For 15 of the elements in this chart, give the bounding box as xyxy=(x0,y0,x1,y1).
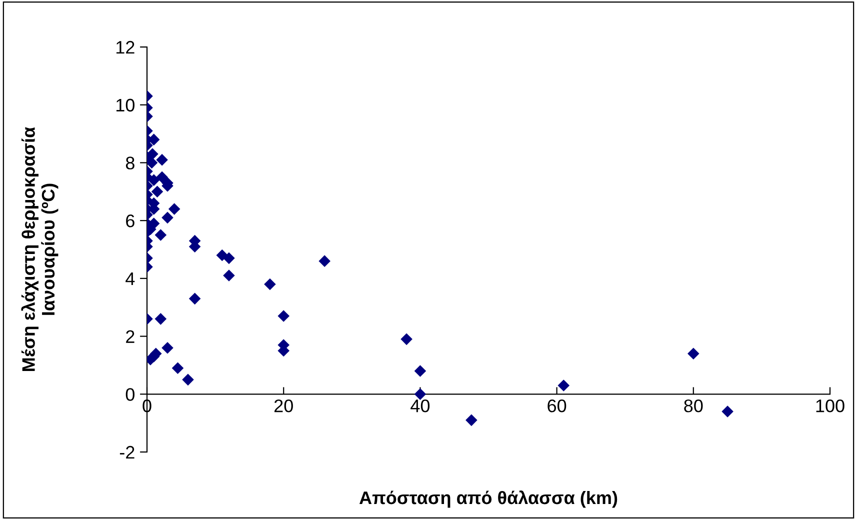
y-tick-label: 0 xyxy=(126,388,134,401)
x-tick-label: 20 xyxy=(274,399,293,412)
y-axis-title: Μέση ελάχιστη θερμοκρασία Ιανουαρίου (ºC) xyxy=(21,127,58,371)
x-tick-label: 80 xyxy=(684,399,703,412)
y-tick-label: 10 xyxy=(116,98,134,112)
y-tick-label: 8 xyxy=(126,156,134,170)
y-tick-label: 12 xyxy=(116,40,134,54)
y-tick-label: 6 xyxy=(126,214,134,228)
x-tick-label: 60 xyxy=(548,399,566,412)
x-tick-label: 100 xyxy=(816,399,844,412)
y-tick-label: 2 xyxy=(126,330,134,343)
x-axis-title: Απόσταση από θάλασσα (km) xyxy=(359,490,618,508)
y-tick-label: 4 xyxy=(126,272,135,285)
x-tick-label: 40 xyxy=(410,399,430,412)
y-tick-label: -2 xyxy=(120,446,134,459)
